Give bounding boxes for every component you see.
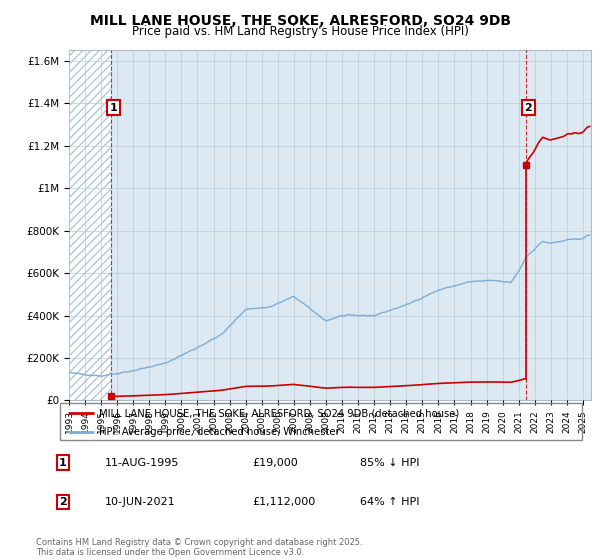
Text: 2: 2 (524, 102, 532, 113)
Text: 1: 1 (109, 102, 117, 113)
Text: HPI: Average price, detached house, Winchester: HPI: Average price, detached house, Winc… (99, 427, 340, 437)
Text: 1: 1 (59, 458, 67, 468)
Text: MILL LANE HOUSE, THE SOKE, ALRESFORD, SO24 9DB: MILL LANE HOUSE, THE SOKE, ALRESFORD, SO… (89, 14, 511, 28)
Bar (69, 50, 111, 400)
Text: Price paid vs. HM Land Registry's House Price Index (HPI): Price paid vs. HM Land Registry's House … (131, 25, 469, 38)
Text: MILL LANE HOUSE, THE SOKE, ALRESFORD, SO24 9DB (detached house): MILL LANE HOUSE, THE SOKE, ALRESFORD, SO… (99, 408, 460, 418)
Text: 85% ↓ HPI: 85% ↓ HPI (360, 458, 419, 468)
Text: Contains HM Land Registry data © Crown copyright and database right 2025.
This d: Contains HM Land Registry data © Crown c… (36, 538, 362, 557)
Text: 2: 2 (59, 497, 67, 507)
Text: 64% ↑ HPI: 64% ↑ HPI (360, 497, 419, 507)
Text: £1,112,000: £1,112,000 (252, 497, 315, 507)
Text: 11-AUG-1995: 11-AUG-1995 (105, 458, 179, 468)
Text: £19,000: £19,000 (252, 458, 298, 468)
Text: 10-JUN-2021: 10-JUN-2021 (105, 497, 176, 507)
